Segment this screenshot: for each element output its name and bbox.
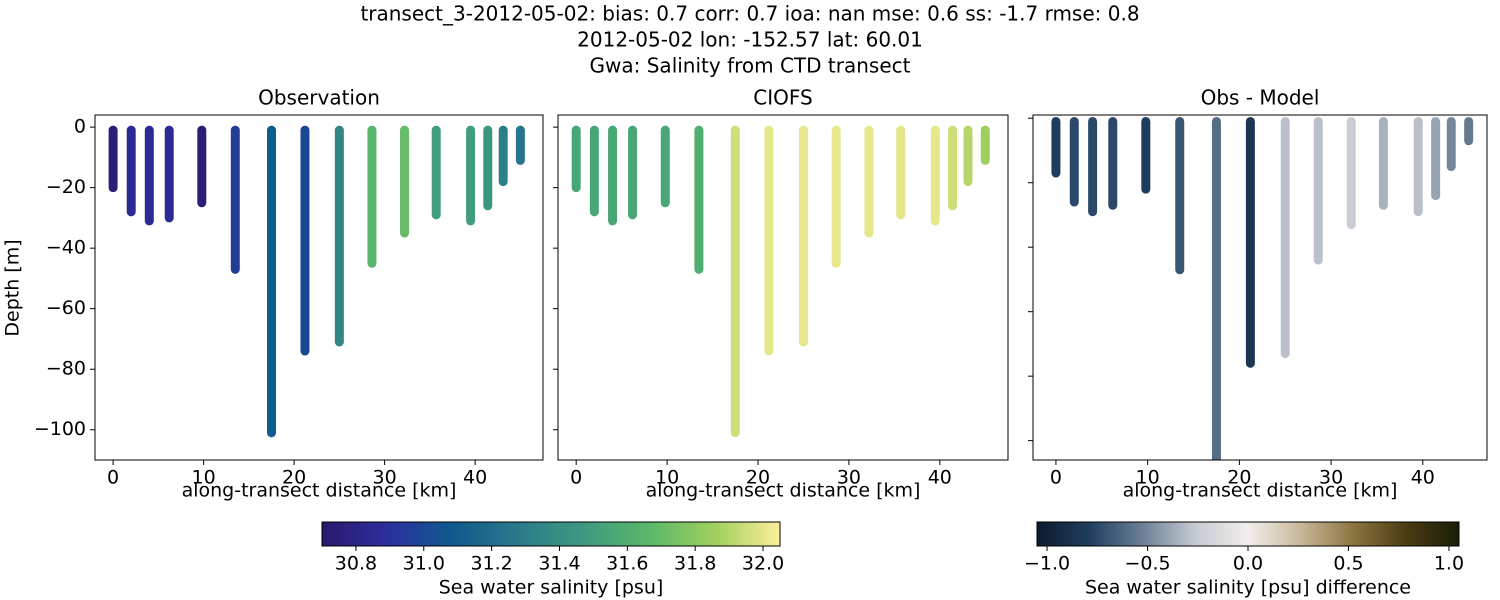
colorbar-tick-label: 1.0 (1434, 553, 1464, 575)
x-tick-label: 30 (837, 467, 861, 489)
colorbar-tick-label: −1.0 (1024, 553, 1070, 575)
x-axis-label: along-transect distance [km] (182, 480, 457, 502)
colorbar-label: Sea water salinity [psu] difference (1085, 577, 1411, 599)
colorbar-tick-label: 31.8 (674, 553, 716, 575)
figure-subtitle: Gwa: Salinity from CTD transect (590, 54, 911, 78)
x-tick-label: 0 (1050, 467, 1062, 489)
colorbar (321, 521, 781, 547)
x-tick-label: 0 (107, 467, 119, 489)
colorbar-tick-label: 31.6 (606, 553, 648, 575)
colorbar-tick-label: −0.5 (1124, 553, 1170, 575)
figure-subtitle: 2012-05-02 lon: -152.57 lat: 60.01 (577, 28, 923, 52)
x-axis-label: along-transect distance [km] (646, 480, 921, 502)
y-tick-label: −100 (34, 418, 86, 440)
x-tick-label: 30 (1319, 467, 1343, 489)
y-tick-label: −80 (46, 358, 86, 380)
x-tick-label: 40 (463, 467, 487, 489)
colorbar-label: Sea water salinity [psu] (439, 577, 664, 599)
y-tick-label: 0 (74, 116, 86, 138)
y-axis-label: Depth [m] (2, 239, 24, 336)
colorbar-tick-label: 0.5 (1333, 553, 1363, 575)
subplot-title: Observation (258, 86, 380, 110)
subplot-title: CIOFS (753, 86, 812, 110)
y-tick-label: −40 (46, 237, 86, 259)
x-tick-label: 0 (570, 467, 582, 489)
x-axis-label: along-transect distance [km] (1123, 480, 1398, 502)
x-tick-label: 20 (1227, 467, 1251, 489)
axes-frame (1032, 114, 1488, 461)
colorbar (1036, 521, 1460, 547)
y-tick-label: −20 (46, 176, 86, 198)
plot-area (1051, 116, 1474, 460)
x-tick-label: 10 (655, 467, 679, 489)
axes-frame (557, 114, 1009, 461)
x-tick-label: 40 (928, 467, 952, 489)
plot-area (571, 125, 990, 438)
x-tick-label: 10 (192, 467, 216, 489)
x-tick-label: 10 (1136, 467, 1160, 489)
colorbar-tick-label: 0.0 (1233, 553, 1263, 575)
x-tick-label: 40 (1411, 467, 1435, 489)
subplot-title: Obs - Model (1201, 86, 1320, 110)
colorbar-tick-label: 31.0 (403, 553, 445, 575)
x-tick-label: 20 (282, 467, 306, 489)
colorbar-tick-label: 31.2 (470, 553, 512, 575)
figure-title: transect_3-2012-05-02: bias: 0.7 corr: 0… (360, 2, 1139, 26)
colorbar-tick-label: 32.0 (742, 553, 784, 575)
colorbar-tick-label: 30.8 (335, 553, 377, 575)
axes-frame (94, 114, 544, 461)
x-tick-label: 30 (373, 467, 397, 489)
y-tick-label: −60 (46, 297, 86, 319)
plot-area (108, 125, 525, 438)
colorbar-tick-label: 31.4 (538, 553, 580, 575)
x-tick-label: 20 (746, 467, 770, 489)
